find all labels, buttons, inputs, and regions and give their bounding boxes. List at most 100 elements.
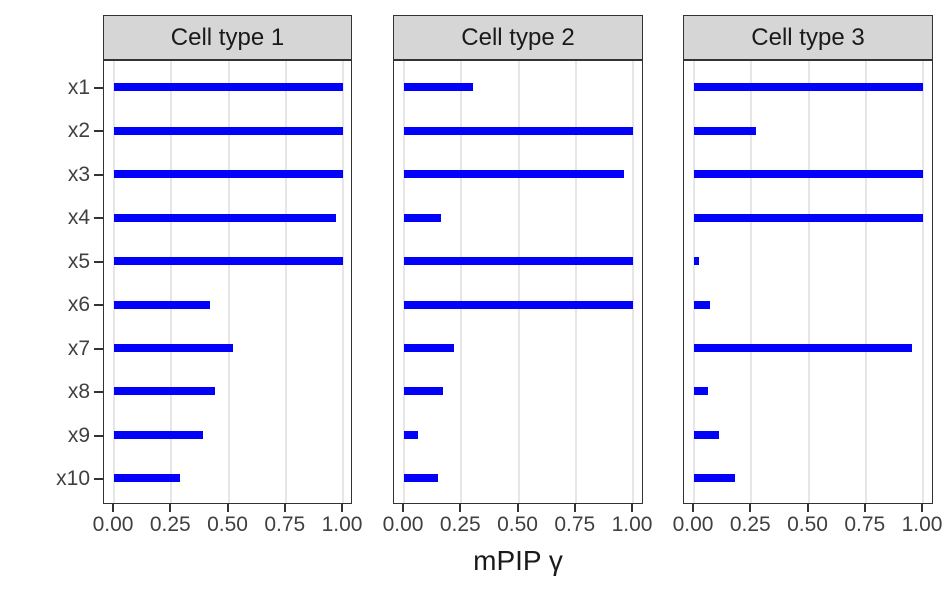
facet-strip-label: Cell type 3 xyxy=(751,23,865,51)
bar xyxy=(404,126,633,135)
bar xyxy=(114,430,204,439)
y-axis-tick xyxy=(94,304,103,307)
bar xyxy=(404,474,439,483)
y-axis-tick xyxy=(94,477,103,480)
bar xyxy=(114,83,343,92)
gridline xyxy=(750,61,753,503)
facet-strip: Cell type 3 xyxy=(683,15,933,60)
x-axis-tick xyxy=(112,504,114,512)
y-axis-label: x9 xyxy=(67,423,90,447)
y-axis-label: x6 xyxy=(67,293,90,317)
y-axis-tick xyxy=(94,434,103,437)
x-axis-tick xyxy=(341,504,343,512)
bar xyxy=(694,300,711,309)
y-axis-label: x1 xyxy=(67,76,90,99)
facet-strip: Cell type 1 xyxy=(103,15,352,60)
bar xyxy=(114,257,343,266)
x-tick-label: 1.00 xyxy=(901,513,943,536)
bar xyxy=(114,213,337,222)
bar xyxy=(694,387,708,396)
facet-strip: Cell type 2 xyxy=(393,15,643,60)
x-tick-label: 1.00 xyxy=(321,513,363,536)
bar xyxy=(114,300,211,309)
facet-panel xyxy=(393,60,643,504)
x-tick-label: 0.50 xyxy=(497,513,538,536)
bar xyxy=(694,213,923,222)
gridline xyxy=(574,61,577,503)
y-axis-tick xyxy=(94,130,103,133)
x-tick-label: 0.75 xyxy=(844,513,886,536)
x-axis-tick xyxy=(749,504,752,512)
facet-panel xyxy=(683,60,933,504)
bar xyxy=(404,344,455,353)
x-tick-label: 0.75 xyxy=(264,513,306,536)
y-axis-label: x4 xyxy=(67,206,90,230)
facet-strip-label: Cell type 2 xyxy=(461,23,575,51)
gridline xyxy=(460,61,463,503)
y-axis-tick xyxy=(94,347,103,350)
bar xyxy=(114,126,343,135)
y-axis-label: x10 xyxy=(56,466,90,490)
y-axis-label: x7 xyxy=(67,336,90,360)
y-axis-label: x5 xyxy=(67,249,90,273)
bar xyxy=(404,83,473,92)
y-axis-label: x3 xyxy=(67,162,90,186)
bar xyxy=(694,430,720,439)
x-axis-tick xyxy=(402,504,404,512)
y-axis-tick xyxy=(94,391,103,394)
gridline xyxy=(922,61,924,503)
x-tick-label: 0.25 xyxy=(729,513,771,536)
y-axis-tick xyxy=(94,260,103,263)
x-axis-tick xyxy=(806,504,809,512)
x-axis-tick xyxy=(692,504,694,512)
gridline xyxy=(864,61,867,503)
x-tick-label: 0.25 xyxy=(439,513,481,536)
bar xyxy=(694,170,923,179)
x-axis-title: mPIP γ xyxy=(473,545,563,576)
bar xyxy=(114,170,343,179)
x-tick-label: 0.00 xyxy=(672,513,714,536)
x-axis-tick xyxy=(863,504,866,512)
y-axis-tick xyxy=(94,173,103,176)
x-tick-label: 0.75 xyxy=(554,513,596,536)
bar xyxy=(694,257,699,266)
x-tick-label: 0.50 xyxy=(787,513,828,536)
bar xyxy=(114,387,215,396)
bar xyxy=(694,474,736,483)
bar xyxy=(694,344,912,353)
bar xyxy=(404,213,441,222)
x-tick-label: 0.00 xyxy=(92,513,134,536)
y-axis-label: x2 xyxy=(67,119,90,143)
x-axis-tick xyxy=(459,504,462,512)
y-axis-tick xyxy=(94,87,103,89)
bar xyxy=(404,430,418,439)
bar xyxy=(114,344,234,353)
x-axis-tick xyxy=(226,504,229,512)
x-tick-label: 0.00 xyxy=(382,513,424,536)
gridline xyxy=(403,61,405,503)
x-tick-label: 0.50 xyxy=(207,513,248,536)
gridline xyxy=(227,61,230,503)
bar xyxy=(404,170,624,179)
x-axis-tick xyxy=(921,504,923,512)
y-axis-tick xyxy=(94,217,103,220)
bar xyxy=(404,387,443,396)
gridline xyxy=(284,61,287,503)
gridline xyxy=(807,61,810,503)
x-tick-label: 0.25 xyxy=(149,513,191,536)
gridline xyxy=(113,61,115,503)
x-axis-tick xyxy=(169,504,172,512)
x-axis-tick xyxy=(516,504,519,512)
facet-panel xyxy=(103,60,352,504)
facet-strip-label: Cell type 1 xyxy=(170,23,285,51)
gridline xyxy=(517,61,520,503)
bar xyxy=(404,300,633,309)
bar xyxy=(694,83,923,92)
gridline xyxy=(342,61,344,503)
gridline xyxy=(170,61,173,503)
x-axis-tick xyxy=(631,504,633,512)
bar xyxy=(114,474,181,483)
gridline xyxy=(693,61,695,503)
y-axis-label: x8 xyxy=(67,380,90,404)
